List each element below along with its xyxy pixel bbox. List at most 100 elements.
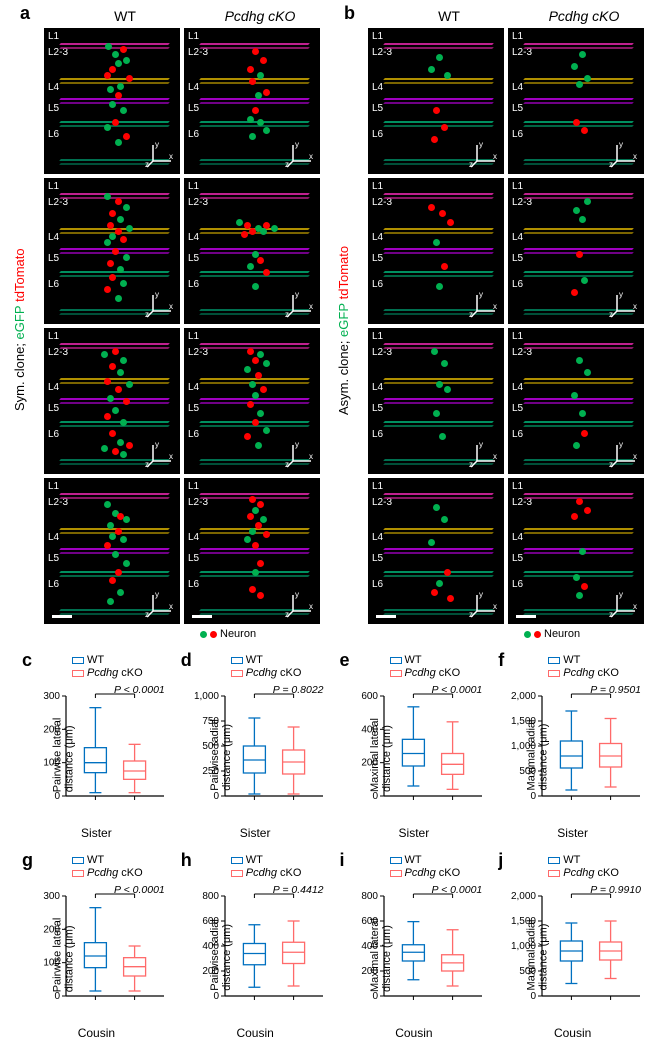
- panel-label-c: c: [22, 650, 32, 671]
- egfp-neuron: [115, 139, 122, 146]
- tdtomato-neuron: [104, 286, 111, 293]
- egfp-neuron: [247, 263, 254, 270]
- egfp-neuron: [263, 427, 270, 434]
- boxplot-row-sister: cWTPcdhg cKOP < 0.0001Pairwise lateraldi…: [22, 650, 647, 840]
- svg-text:y: y: [295, 441, 299, 449]
- svg-text:z: z: [145, 460, 149, 469]
- svg-text:0: 0: [531, 791, 537, 802]
- tdtomato-neuron: [252, 357, 259, 364]
- panel-b-col-wt: WT: [384, 8, 514, 24]
- panel-label-h: h: [181, 850, 192, 871]
- egfp-neuron: [101, 351, 108, 358]
- tdtomato-neuron: [447, 219, 454, 226]
- tdtomato-neuron: [247, 348, 254, 355]
- egfp-neuron: [117, 589, 124, 596]
- tdtomato-neuron: [249, 228, 256, 235]
- layer-label: L1: [512, 482, 523, 492]
- svg-text:x: x: [633, 302, 637, 311]
- egfp-neuron: [112, 51, 119, 58]
- svg-text:x: x: [309, 452, 313, 461]
- tdtomato-neuron: [576, 498, 583, 505]
- layer-label: L1: [48, 182, 59, 192]
- tdtomato-neuron: [257, 592, 264, 599]
- egfp-neuron: [444, 386, 451, 393]
- egfp-neuron: [117, 369, 124, 376]
- svg-text:y: y: [479, 291, 483, 299]
- svg-text:y: y: [155, 591, 159, 599]
- svg-text:y: y: [479, 441, 483, 449]
- micrograph-panel: L1L2-3L4L5L6yxz: [368, 178, 504, 324]
- boxplot-legend: WTPcdhg cKO: [548, 854, 619, 879]
- tdtomato-neuron: [112, 448, 119, 455]
- egfp-neuron: [579, 51, 586, 58]
- layer-boundary: [524, 228, 633, 238]
- egfp-neuron: [255, 92, 262, 99]
- tdtomato-neuron: [109, 363, 116, 370]
- layer-boundary: [60, 378, 169, 388]
- layer-label: L1: [372, 182, 383, 192]
- x-axis-label: Sister: [181, 826, 330, 840]
- svg-text:x: x: [169, 452, 173, 461]
- layer-boundary: [200, 193, 309, 203]
- layer-boundary: [384, 528, 493, 538]
- tdtomato-neuron: [257, 257, 264, 264]
- egfp-neuron: [120, 357, 127, 364]
- layer-label: L5: [188, 404, 199, 414]
- layer-label: L1: [48, 332, 59, 342]
- tdtomato-neuron: [115, 386, 122, 393]
- tdtomato-neuron: [433, 107, 440, 114]
- neuron-dot-green: [524, 631, 531, 638]
- axis-indicator-icon: yxz: [609, 141, 639, 169]
- tdtomato-neuron: [115, 198, 122, 205]
- tdtomato-neuron: [581, 127, 588, 134]
- egfp-neuron: [115, 295, 122, 302]
- layer-label: L6: [512, 580, 523, 590]
- axis-indicator-icon: yxz: [285, 291, 315, 319]
- boxplot-legend: WTPcdhg cKO: [548, 654, 619, 679]
- layer-label: L6: [372, 280, 383, 290]
- micrograph-panel: L1L2-3L4L5L6yxz: [184, 178, 320, 324]
- svg-text:z: z: [145, 310, 149, 319]
- panel-b-col-cko: Pcdhg cKO: [519, 8, 649, 24]
- tdtomato-neuron: [255, 372, 262, 379]
- x-axis-label: Cousin: [181, 1026, 330, 1040]
- egfp-neuron: [123, 57, 130, 64]
- layer-label: L6: [512, 130, 523, 140]
- axis-indicator-icon: yxz: [609, 441, 639, 469]
- egfp-neuron: [252, 283, 259, 290]
- layer-boundary: [384, 421, 493, 431]
- layer-label: L1: [188, 332, 199, 342]
- egfp-neuron: [433, 239, 440, 246]
- layer-boundary: [384, 248, 493, 258]
- layer-label: L1: [48, 32, 59, 42]
- tdtomato-neuron: [252, 419, 259, 426]
- egfp-neuron: [107, 522, 114, 529]
- tdtomato-neuron: [104, 378, 111, 385]
- tdtomato-neuron: [571, 289, 578, 296]
- layer-label: L6: [188, 280, 199, 290]
- layer-label: L4: [372, 233, 383, 243]
- axis-indicator-icon: yxz: [285, 141, 315, 169]
- layer-boundary: [524, 421, 633, 431]
- svg-text:z: z: [285, 610, 289, 619]
- egfp-neuron: [126, 381, 133, 388]
- y-axis-label: Maximal lateraldistance (μm): [368, 918, 392, 992]
- svg-text:0: 0: [213, 991, 219, 1002]
- egfp-neuron: [107, 395, 114, 402]
- egfp-neuron: [120, 280, 127, 287]
- tdtomato-neuron: [109, 577, 116, 584]
- boxplot-legend: WTPcdhg cKO: [390, 654, 461, 679]
- layer-label: L6: [188, 580, 199, 590]
- tdtomato-neuron: [247, 513, 254, 520]
- egfp-neuron: [249, 133, 256, 140]
- egfp-neuron: [579, 216, 586, 223]
- tdtomato-neuron: [431, 589, 438, 596]
- layer-label: L5: [372, 104, 383, 114]
- tdtomato-neuron: [115, 92, 122, 99]
- tdtomato-neuron: [244, 433, 251, 440]
- tdtomato-neuron: [115, 528, 122, 535]
- layer-label: L1: [512, 332, 523, 342]
- tdtomato-neuron: [257, 501, 264, 508]
- layer-label: L6: [48, 430, 59, 440]
- layer-label: L5: [188, 254, 199, 264]
